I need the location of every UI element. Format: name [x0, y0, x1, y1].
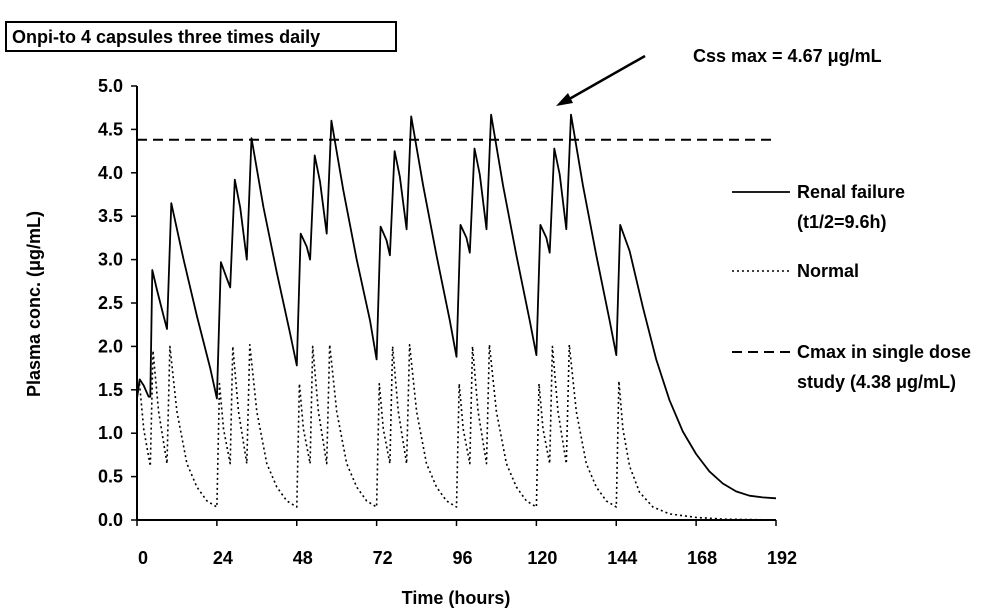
chart-title-box: Onpi-to 4 capsules three times daily — [5, 21, 397, 52]
chart-title: Onpi-to 4 capsules three times daily — [12, 27, 320, 47]
x-tick-label: 48 — [293, 548, 313, 568]
y-tick-label: 2.0 — [98, 336, 123, 356]
y-tick-label: 2.5 — [98, 293, 123, 313]
legend: Renal failure (t1/2=9.6h) Normal Cmax in… — [732, 182, 971, 392]
x-axis-title: Time (hours) — [402, 588, 511, 608]
axes — [136, 86, 776, 521]
annotation-text: Css max = 4.67 μg/mL — [693, 46, 882, 66]
y-tick-label: 3.0 — [98, 250, 123, 270]
annotation: Css max = 4.67 μg/mL — [556, 46, 882, 106]
y-tick-label: 0.0 — [98, 510, 123, 530]
legend-label-cmax-1: Cmax in single dose — [797, 342, 971, 362]
y-tick-label: 4.5 — [98, 119, 123, 139]
legend-label-normal: Normal — [797, 261, 859, 281]
x-tick-label: 120 — [527, 548, 557, 568]
series-line-normal — [136, 343, 777, 521]
series-line-renal-failure — [136, 113, 777, 500]
y-tick-label: 3.5 — [98, 206, 123, 226]
y-tick-label: 0.5 — [98, 467, 123, 487]
y-tick-label: 5.0 — [98, 76, 123, 96]
y-axis-title: Plasma conc. (μg/mL) — [24, 211, 44, 397]
x-tick-label: 24 — [213, 548, 233, 568]
legend-label-cmax-2: study (4.38 μg/mL) — [797, 372, 956, 392]
legend-label-renal-2: (t1/2=9.6h) — [797, 212, 887, 232]
annotation-arrow-line — [563, 54, 646, 104]
x-tick-label: 168 — [687, 548, 717, 568]
x-tick-label: 192 — [767, 548, 797, 568]
chart-title-frame — [5, 21, 397, 52]
ticks: 0.0 0.5 1.0 1.5 2.0 2.5 3.0 3.5 4.0 4.5 5.0 0 24 48 72… — [98, 76, 797, 568]
y-tick-label: 1.5 — [98, 380, 123, 400]
y-tick-label: 4.0 — [98, 163, 123, 183]
x-tick-label: 144 — [607, 548, 637, 568]
y-tick-label: 1.0 — [98, 423, 123, 443]
series-group — [136, 113, 777, 521]
legend-label-renal-1: Renal failure — [797, 182, 905, 202]
x-tick-label: 0 — [138, 548, 148, 568]
x-tick-label: 96 — [452, 548, 472, 568]
x-tick-label: 72 — [373, 548, 393, 568]
annotation-arrowhead — [556, 93, 573, 106]
